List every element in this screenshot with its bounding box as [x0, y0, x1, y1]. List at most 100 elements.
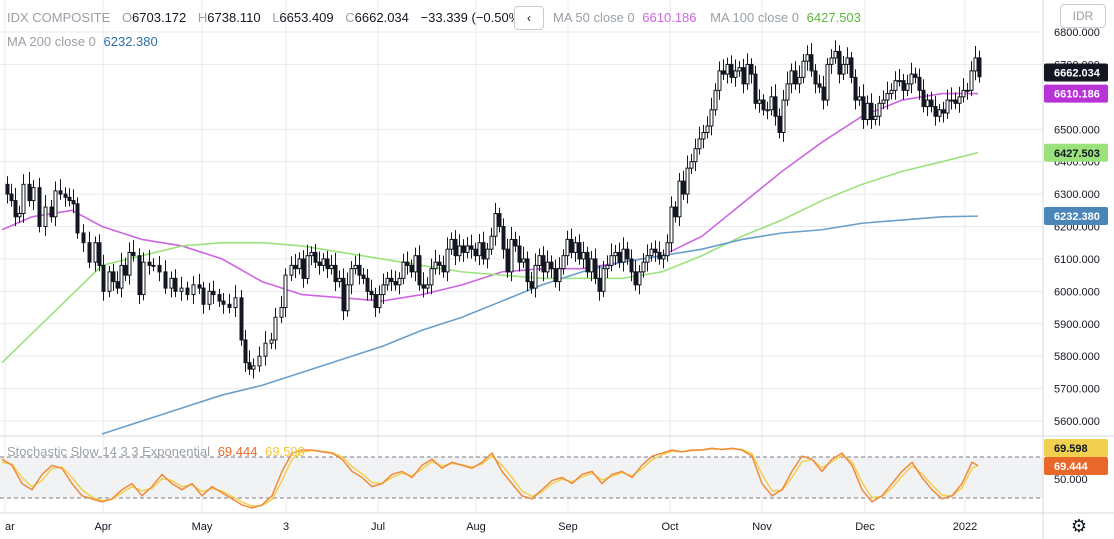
candle-body — [913, 73, 918, 78]
candle-body — [865, 102, 870, 121]
candle-body — [27, 183, 32, 202]
stochastic-d-badge: 69.598 — [1054, 443, 1088, 455]
ma100-badge-bg — [1044, 143, 1108, 162]
time-axis[interactable]: ar Apr May 3 Jul Aug Sep Oct Nov Dec 2022 — [5, 521, 977, 533]
candle-body — [169, 277, 174, 289]
candle-body — [31, 187, 36, 202]
candle-body — [247, 362, 252, 370]
candle-body — [629, 258, 634, 273]
candle-body — [729, 63, 734, 78]
candle-body — [833, 50, 838, 59]
candle-body — [461, 245, 466, 253]
candle-body — [665, 242, 670, 257]
close-key: C — [345, 10, 355, 25]
candle-body — [701, 131, 706, 140]
currency-badge[interactable]: IDR — [1060, 4, 1106, 28]
candle-body — [369, 290, 374, 296]
candle-body — [477, 242, 482, 257]
close-value: 6662.034 — [354, 10, 409, 25]
low-key: L — [272, 10, 280, 25]
candle-body — [221, 300, 226, 305]
stochastic-k-badge-bg — [1044, 457, 1108, 475]
candle-body — [821, 86, 826, 101]
candle-body — [131, 251, 136, 257]
candle-body — [765, 109, 770, 112]
ma50-label[interactable]: MA 50 close 0 — [553, 10, 635, 25]
candle-body — [841, 63, 846, 75]
candle-body — [127, 251, 132, 276]
candle-body — [185, 287, 190, 296]
stochastic-axis-label: 50.000 — [1054, 474, 1088, 486]
candle-body — [37, 187, 42, 228]
candle-body — [393, 281, 398, 286]
time-tick-label: Jul — [371, 521, 385, 533]
candle-body — [921, 89, 926, 108]
candle-body — [389, 277, 394, 283]
ma200-badge-bg — [1044, 206, 1108, 225]
candle-body — [289, 264, 294, 276]
candle-body — [489, 235, 494, 250]
candle-body — [897, 80, 902, 83]
candle-body — [693, 148, 698, 163]
price-tick-label: 5700.000 — [1054, 384, 1100, 396]
time-tick-label: 2022 — [953, 521, 977, 533]
candle-body — [713, 89, 718, 111]
collapse-legend-button[interactable]: ‹ — [514, 6, 544, 30]
candle-body — [885, 93, 890, 101]
candle-body — [977, 57, 982, 78]
candle-body — [377, 294, 382, 309]
candle-body — [123, 264, 128, 276]
candle-body — [605, 264, 610, 270]
candle-body — [179, 287, 184, 292]
candle-body — [201, 287, 206, 305]
candle-body — [813, 70, 818, 85]
candle-body — [905, 83, 910, 91]
candle-body — [151, 264, 156, 267]
symbol-name[interactable]: IDX COMPOSITE — [7, 10, 111, 25]
candle-body — [325, 258, 330, 270]
candle-body — [97, 242, 102, 266]
legend-ma-row1: MA 50 close 0 6610.186 MA 100 close 0 64… — [553, 10, 861, 25]
candle-body — [147, 261, 152, 266]
candle-body — [697, 138, 702, 150]
candle-body — [685, 167, 690, 195]
candle-body — [785, 83, 790, 101]
ma100-label[interactable]: MA 100 close 0 — [710, 10, 800, 25]
candle-body — [373, 294, 378, 309]
candle-body — [349, 268, 354, 286]
candle-body — [197, 284, 202, 289]
candle-body — [115, 281, 120, 289]
candle-body — [641, 261, 646, 273]
candle-body — [529, 281, 534, 289]
time-tick-label: 3 — [283, 521, 289, 533]
candle-body — [43, 206, 48, 228]
candlesticks — [5, 40, 982, 379]
candle-body — [849, 57, 854, 78]
ma200-label[interactable]: MA 200 close 0 — [7, 34, 96, 49]
candle-body — [273, 316, 278, 341]
candle-body — [777, 115, 782, 133]
candle-body — [545, 261, 550, 273]
candle-body — [401, 261, 406, 279]
candle-body — [417, 255, 422, 286]
candle-body — [81, 232, 86, 244]
candle-body — [653, 248, 658, 253]
candle-body — [781, 99, 786, 133]
candle-body — [211, 290, 216, 296]
candle-body — [969, 70, 974, 91]
candle-body — [329, 264, 334, 270]
candle-body — [637, 271, 642, 286]
candle-body — [449, 238, 454, 250]
candle-body — [283, 274, 288, 309]
candle-body — [657, 251, 662, 260]
gear-icon[interactable]: ⚙ — [1070, 516, 1088, 536]
candle-body — [853, 76, 858, 101]
ma50-value: 6610.186 — [642, 10, 697, 25]
stochastic-label[interactable]: Stochastic Slow 14 3 3 Exponential — [7, 444, 211, 459]
candle-body — [949, 99, 954, 102]
candle-body — [561, 255, 566, 270]
price-tick-label: 6100.000 — [1054, 254, 1100, 266]
candle-body — [437, 261, 442, 266]
candle-body — [893, 80, 898, 91]
